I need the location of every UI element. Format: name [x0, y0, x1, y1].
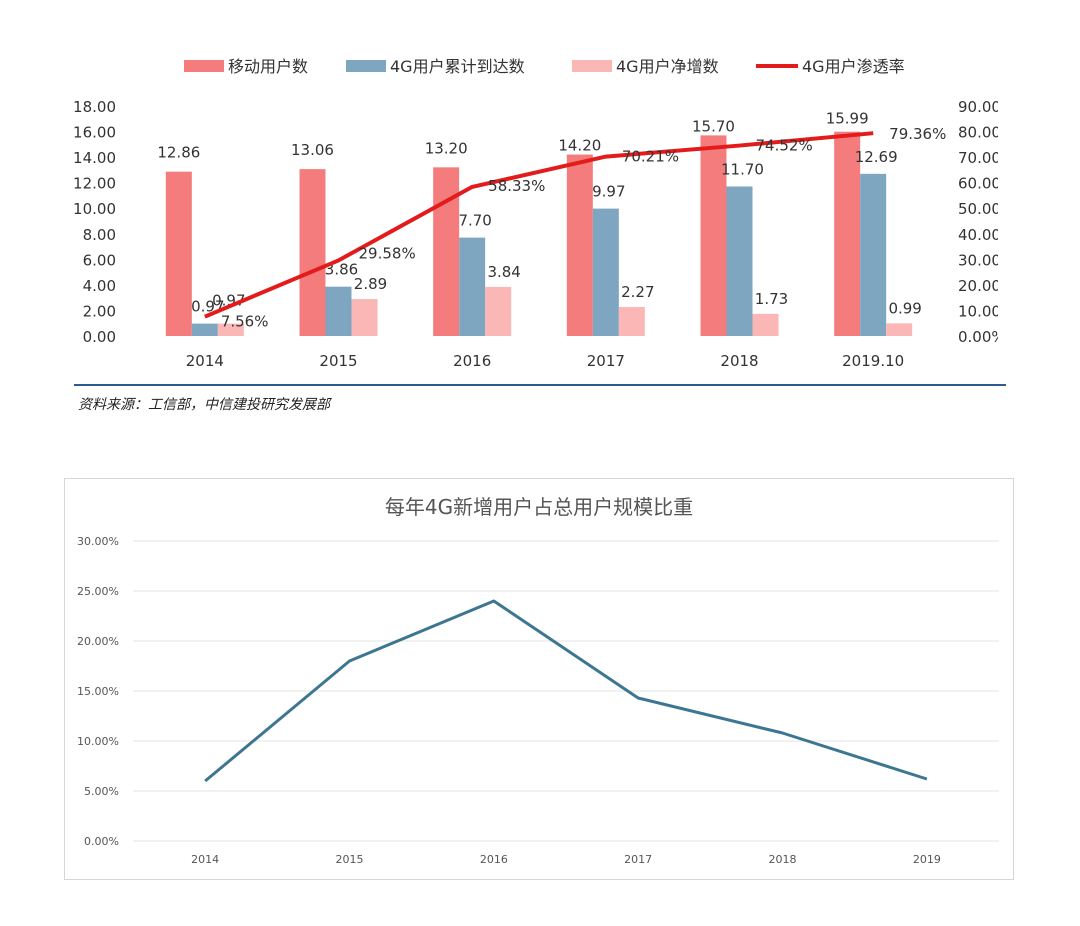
bar-label-0-5: 15.99: [826, 110, 869, 128]
y-tick-label: 14.00: [73, 149, 116, 167]
legend-swatch-0: [184, 60, 224, 72]
line-4g-share: [204, 599, 928, 783]
legend-label-1: 4G用户累计到达数: [390, 57, 525, 76]
bar-label-0-3: 14.20: [558, 137, 601, 155]
y2-tick-label: 40.00%: [958, 226, 1015, 244]
x-tick-label: 2015: [319, 352, 357, 370]
bar-label-1-2: 7.70: [458, 212, 491, 230]
x-tick-label: 2018: [720, 352, 758, 370]
bar-label-2-1: 2.89: [354, 275, 387, 293]
y2-tick-label: 0.00%: [958, 328, 1006, 346]
bar-label-0-4: 15.70: [692, 117, 735, 135]
x-tick-label: 2016: [480, 853, 508, 866]
bar-1-3: [592, 208, 619, 336]
y2-tick-label: 30.00%: [958, 251, 1015, 269]
y-tick-label: 4.00: [83, 277, 116, 295]
bar-1-0: [191, 323, 218, 336]
legend-label-3: 4G用户渗透率: [802, 57, 905, 76]
bar-label-1-3: 9.97: [592, 183, 625, 201]
x-tick-label: 2019.10: [842, 352, 904, 370]
bar-0-1: [299, 169, 326, 336]
line-label-5: 79.36%: [889, 125, 946, 143]
bar-label-2-5: 0.99: [888, 299, 921, 317]
x-tick-label: 2014: [186, 352, 224, 370]
y2-axis: 0.00% 10.00% 20.00% 30.00% 40.00% 50.00% 60.00…: [958, 98, 1015, 346]
line-label-3: 70.21%: [622, 148, 679, 166]
x-tick-label: 2016: [453, 352, 491, 370]
bar-0-0: [165, 171, 192, 336]
y2-tick-label: 60.00%: [958, 175, 1015, 193]
bar-2-0: [217, 323, 244, 336]
y-tick-label: 25.00%: [77, 585, 119, 598]
y-tick-label: 18.00: [73, 98, 116, 116]
line-label-4: 74.52%: [756, 137, 813, 155]
y-tick-label: 0.00: [83, 328, 116, 346]
x-tick-label: 2017: [587, 352, 625, 370]
line-label-2: 58.33%: [488, 177, 545, 195]
bar-2-4: [752, 313, 779, 336]
legend: 移动用户数 4G用户累计到达数 4G用户净增数 4G用户渗透率: [184, 57, 905, 76]
legend-label-0: 移动用户数: [228, 57, 308, 76]
bar-2-3: [618, 306, 645, 336]
legend-label-2: 4G用户净增数: [616, 57, 719, 76]
bar-2-1: [351, 299, 378, 336]
bar-0-4: [700, 135, 727, 336]
bar-1-1: [325, 286, 352, 336]
chart-4g-share-frame: 每年4G新增用户占总用户规模比重 0.00% 5.00% 10.00% 15.00% 20…: [64, 478, 1014, 880]
bar-label-0-1: 13.06: [291, 141, 334, 159]
source-note: 资料来源：工信部，中信建投研究发展部: [78, 397, 330, 413]
bar-label-1-1: 3.86: [325, 261, 358, 279]
y2-tick-label: 20.00%: [958, 277, 1015, 295]
bar-0-3: [566, 154, 593, 336]
x-tick-label: 2018: [769, 853, 797, 866]
bar-1-5: [860, 173, 887, 336]
bar-label-1-5: 12.69: [855, 148, 898, 166]
x-tick-label: 2017: [624, 853, 652, 866]
bar-label-2-3: 2.27: [621, 283, 654, 301]
bar-1-2: [459, 237, 486, 336]
y2-tick-label: 70.00%: [958, 149, 1015, 167]
y-tick-label: 10.00: [73, 200, 116, 218]
legend-swatch-1: [346, 60, 386, 72]
y2-tick-label: 90.00%: [958, 98, 1015, 116]
bar-2-2: [485, 286, 512, 336]
y-tick-label: 12.00: [73, 175, 116, 193]
y-tick-label: 5.00%: [84, 785, 119, 798]
y-tick-label: 8.00: [83, 226, 116, 244]
y-tick-label: 15.00%: [77, 685, 119, 698]
y-tick-label: 20.00%: [77, 635, 119, 648]
chart-4g-users: 移动用户数 4G用户累计到达数 4G用户净增数 4G用户渗透率 0.00 2.00 4.00…: [73, 57, 1015, 386]
bar-label-0-0: 12.86: [157, 144, 200, 162]
bar-0-2: [433, 167, 460, 336]
bar-1-4: [726, 186, 753, 336]
bar-label-2-4: 1.73: [755, 290, 788, 308]
y-tick-label: 10.00%: [77, 735, 119, 748]
chart-4g-share: 每年4G新增用户占总用户规模比重 0.00% 5.00% 10.00% 15.00% 20…: [77, 495, 999, 866]
y-tick-label: 0.00%: [84, 835, 119, 848]
bar-0-5: [834, 131, 861, 336]
y-tick-label: 2.00: [83, 302, 116, 320]
legend-swatch-2: [572, 60, 612, 72]
line-label-1: 29.58%: [359, 244, 416, 262]
bar-label-1-4: 11.70: [721, 161, 764, 179]
x-tick-label: 2019: [913, 853, 941, 866]
line-label-0: 7.56%: [221, 313, 269, 331]
y2-tick-label: 50.00%: [958, 200, 1015, 218]
y-tick-label: 30.00%: [77, 535, 119, 548]
bar-2-5: [886, 323, 913, 336]
y2-tick-label: 80.00%: [958, 124, 1015, 142]
y2-tick-label: 10.00%: [958, 302, 1015, 320]
bar-label-2-2: 3.84: [487, 263, 520, 281]
x-tick-label: 2014: [191, 853, 219, 866]
y-tick-label: 16.00: [73, 124, 116, 142]
line-4g-penetration: [204, 131, 874, 319]
y-tick-label: 6.00: [83, 251, 116, 269]
x-tick-label: 2015: [336, 853, 364, 866]
bar-label-0-2: 13.20: [425, 139, 468, 157]
chart-title: 每年4G新增用户占总用户规模比重: [385, 495, 693, 519]
